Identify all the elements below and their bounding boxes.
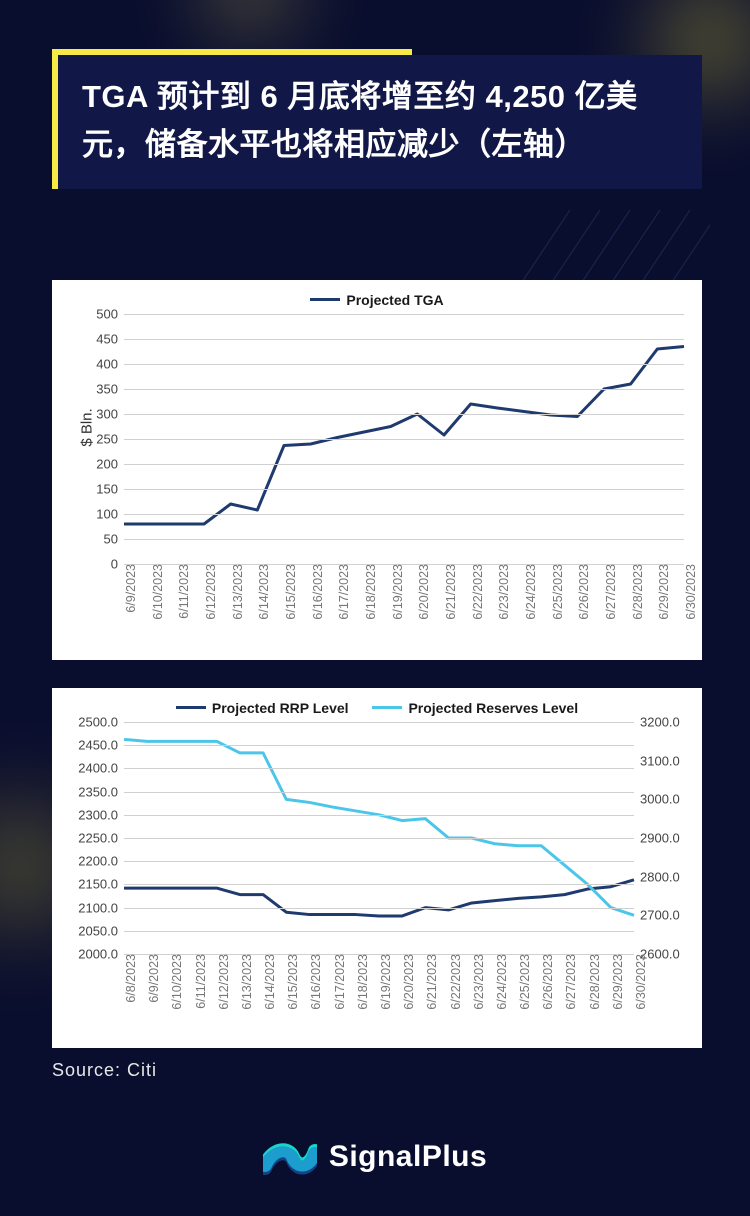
xtick: 6/9/2023 (124, 564, 138, 613)
chart-rrp-reserves: Projected RRP Level Projected Reserves L… (52, 688, 702, 1048)
ytick: 2000.0 (78, 947, 118, 962)
xtick: 6/10/2023 (151, 564, 165, 620)
xtick: 6/16/2023 (309, 954, 323, 1010)
ytick: 200 (96, 457, 118, 472)
brand-name: SignalPlus (329, 1140, 487, 1174)
xtick: 6/13/2023 (231, 564, 245, 620)
xtick: 6/15/2023 (284, 564, 298, 620)
chart1-legend: Projected TGA (52, 280, 702, 308)
xtick: 6/22/2023 (471, 564, 485, 620)
xtick: 6/20/2023 (402, 954, 416, 1010)
chart2-legend: Projected RRP Level Projected Reserves L… (52, 688, 702, 716)
legend-swatch-reserves (372, 706, 402, 709)
xtick: 6/11/2023 (194, 954, 208, 1009)
xtick: 6/18/2023 (356, 954, 370, 1010)
ytick: 2050.0 (78, 923, 118, 938)
ytick: 100 (96, 507, 118, 522)
xtick: 6/16/2023 (311, 564, 325, 620)
ytick: 450 (96, 332, 118, 347)
chart1-ylabel: $ Bln. (79, 408, 96, 446)
legend-label-tga: Projected TGA (346, 292, 443, 308)
chart-projected-tga: Projected TGA $ Bln. 0 50 100 150 200 250 300 3… (52, 280, 702, 660)
xtick: 6/10/2023 (170, 954, 184, 1010)
ytick: 400 (96, 357, 118, 372)
xtick: 6/26/2023 (577, 564, 591, 620)
ytick: 350 (96, 382, 118, 397)
ytick: 2300.0 (78, 807, 118, 822)
xtick: 6/18/2023 (364, 564, 378, 620)
page-title: TGA 预计到 6 月底将增至约 4,250 亿美元，储备水平也将相应减少（左轴… (82, 73, 678, 169)
xtick: 6/24/2023 (524, 564, 538, 620)
title-band: TGA 预计到 6 月底将增至约 4,250 亿美元，储备水平也将相应减少（左轴… (52, 55, 702, 189)
ytick: 50 (104, 532, 118, 547)
ytick-right: 3100.0 (640, 753, 680, 768)
xtick: 6/21/2023 (444, 564, 458, 620)
brand-footer: SignalPlus (0, 1137, 750, 1182)
xtick: 6/21/2023 (425, 954, 439, 1010)
xtick: 6/17/2023 (333, 954, 347, 1010)
legend-label-reserves: Projected Reserves Level (408, 700, 578, 716)
xtick: 6/27/2023 (564, 954, 578, 1010)
ytick: 500 (96, 307, 118, 322)
ytick: 0 (111, 557, 118, 572)
xtick: 6/29/2023 (657, 564, 671, 620)
xtick: 6/27/2023 (604, 564, 618, 620)
xtick: 6/25/2023 (518, 954, 532, 1010)
xtick: 6/23/2023 (472, 954, 486, 1010)
xtick: 6/28/2023 (588, 954, 602, 1010)
xtick: 6/30/2023 (634, 954, 648, 1010)
xtick: 6/24/2023 (495, 954, 509, 1010)
ytick: 2500.0 (78, 715, 118, 730)
xtick: 6/19/2023 (391, 564, 405, 620)
legend-label-rrp: Projected RRP Level (212, 700, 349, 716)
ytick-right: 3000.0 (640, 792, 680, 807)
xtick: 6/12/2023 (217, 954, 231, 1010)
xtick: 6/29/2023 (611, 954, 625, 1010)
ytick-right: 2900.0 (640, 831, 680, 846)
ytick: 250 (96, 432, 118, 447)
xtick: 6/11/2023 (177, 564, 191, 619)
ytick: 2450.0 (78, 738, 118, 753)
ytick: 2150.0 (78, 877, 118, 892)
ytick: 2400.0 (78, 761, 118, 776)
xtick: 6/17/2023 (337, 564, 351, 620)
source-label: Source: Citi (52, 1060, 157, 1081)
ytick-right: 3200.0 (640, 715, 680, 730)
xtick: 6/23/2023 (497, 564, 511, 620)
ytick: 2100.0 (78, 900, 118, 915)
ytick: 150 (96, 482, 118, 497)
ytick-right: 2700.0 (640, 908, 680, 923)
ytick: 2350.0 (78, 784, 118, 799)
ytick: 300 (96, 407, 118, 422)
xtick: 6/14/2023 (263, 954, 277, 1010)
ytick: 2250.0 (78, 831, 118, 846)
ytick: 2200.0 (78, 854, 118, 869)
legend-swatch-tga (310, 298, 340, 301)
xtick: 6/15/2023 (286, 954, 300, 1010)
xtick: 6/14/2023 (257, 564, 271, 620)
xtick: 6/28/2023 (631, 564, 645, 620)
xtick: 6/25/2023 (551, 564, 565, 620)
ytick-right: 2800.0 (640, 869, 680, 884)
xtick: 6/8/2023 (124, 954, 138, 1003)
xtick: 6/26/2023 (541, 954, 555, 1010)
legend-swatch-rrp (176, 706, 206, 709)
xtick: 6/13/2023 (240, 954, 254, 1010)
xtick: 6/9/2023 (147, 954, 161, 1003)
xtick: 6/19/2023 (379, 954, 393, 1010)
brand-logo-icon (263, 1137, 317, 1177)
xtick: 6/12/2023 (204, 564, 218, 620)
xtick: 6/30/2023 (684, 564, 698, 620)
xtick: 6/22/2023 (449, 954, 463, 1010)
xtick: 6/20/2023 (417, 564, 431, 620)
